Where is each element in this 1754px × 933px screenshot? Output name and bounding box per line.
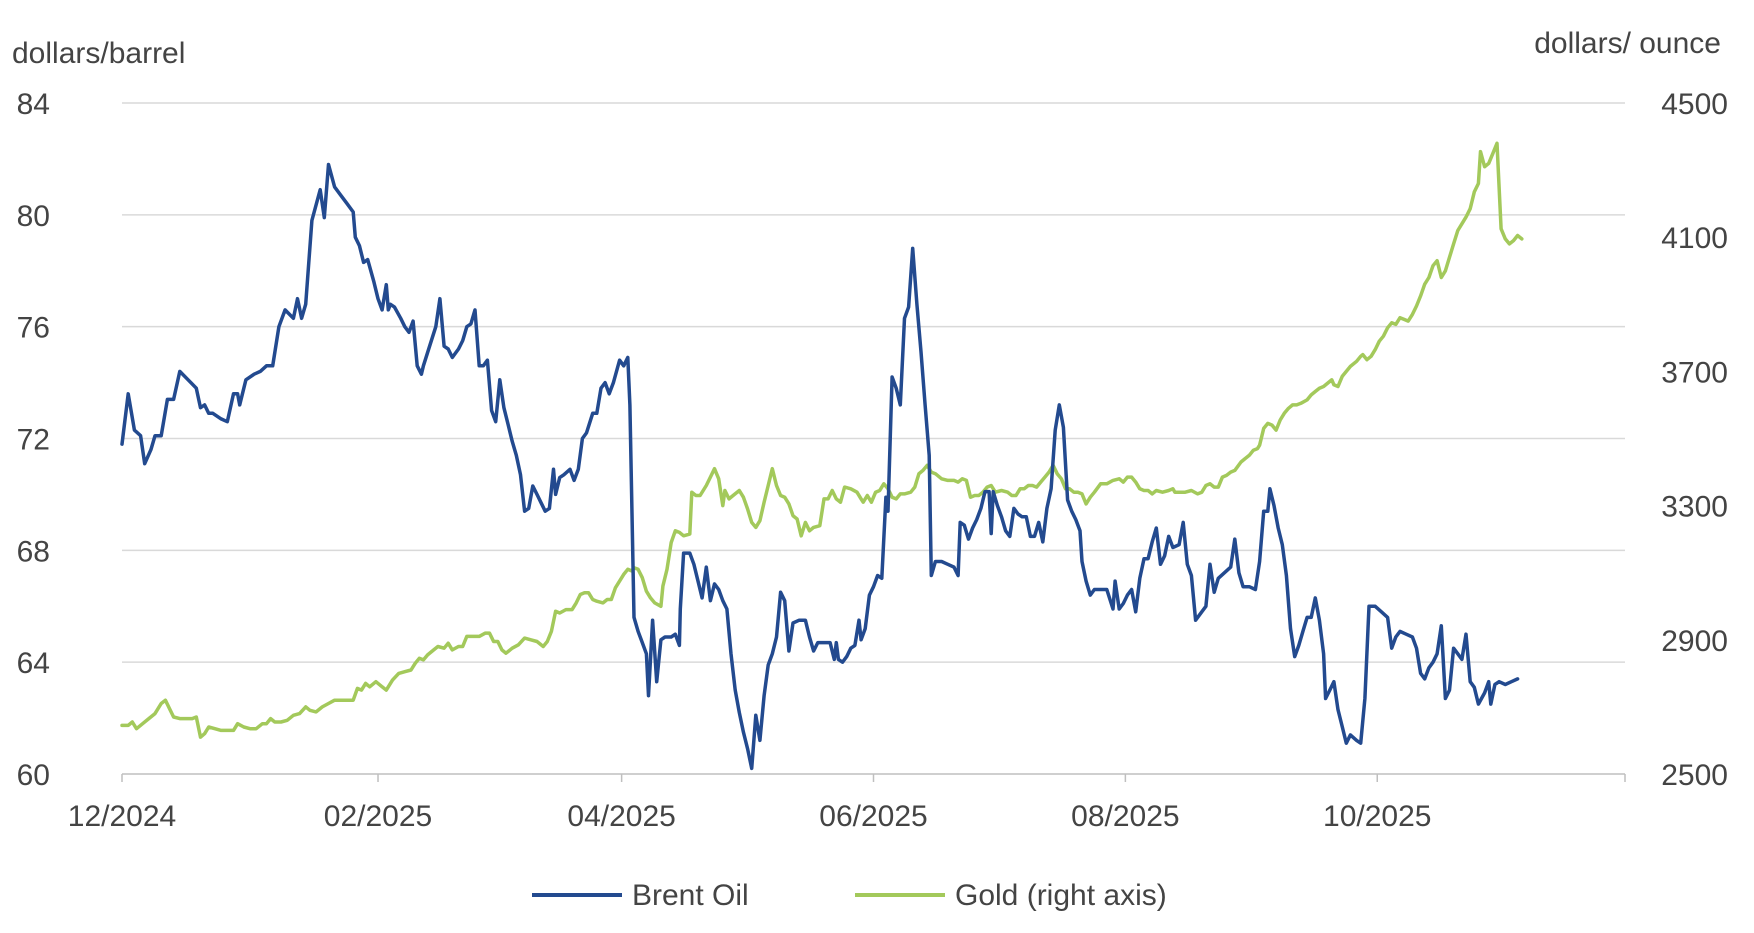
y-right-tick-label: 4500 bbox=[1661, 88, 1728, 121]
y-right-tick-labels: 4500 4100 3700 3300 2900 2500 bbox=[1661, 88, 1728, 792]
y-right-tick-label: 2900 bbox=[1661, 625, 1728, 658]
x-tick-label: 02/2025 bbox=[324, 800, 432, 833]
legend-gold-label: Gold (right axis) bbox=[955, 879, 1167, 912]
gridlines bbox=[122, 102, 1625, 663]
y-left-tick-label: 84 bbox=[17, 88, 50, 121]
y-right-tick-label: 4100 bbox=[1661, 222, 1728, 255]
axes bbox=[121, 773, 1626, 782]
y-left-tick-label: 64 bbox=[17, 647, 50, 680]
y-right-tick-label: 3700 bbox=[1661, 356, 1728, 389]
x-tick-label: 04/2025 bbox=[567, 800, 675, 833]
y-left-tick-label: 80 bbox=[17, 200, 50, 233]
x-tick-label: 10/2025 bbox=[1323, 800, 1431, 833]
y-left-tick-label: 76 bbox=[17, 312, 50, 345]
y-left-tick-label: 60 bbox=[17, 759, 50, 792]
y-left-axis-title: dollars/barrel bbox=[12, 37, 185, 70]
y-right-axis-title: dollars/ ounce bbox=[1534, 27, 1721, 60]
series-line-brent-oil bbox=[120, 162, 1520, 771]
series-line-gold bbox=[120, 141, 1524, 739]
x-tick-label: 12/2024 bbox=[68, 800, 176, 833]
y-right-tick-label: 2500 bbox=[1661, 759, 1728, 792]
legend: Brent Oil Gold (right axis) bbox=[532, 879, 1167, 912]
y-left-tick-labels: 84 80 76 72 68 64 60 bbox=[17, 88, 50, 792]
series-lines bbox=[120, 141, 1524, 771]
x-tick-label: 06/2025 bbox=[819, 800, 927, 833]
y-left-tick-label: 68 bbox=[17, 535, 50, 568]
x-tick-labels: 12/2024 02/2025 04/2025 06/2025 08/2025 10/20… bbox=[68, 800, 1432, 833]
x-tick-label: 08/2025 bbox=[1071, 800, 1179, 833]
legend-brent-oil-label: Brent Oil bbox=[632, 879, 749, 912]
y-left-tick-label: 72 bbox=[17, 424, 50, 457]
y-right-tick-label: 3300 bbox=[1661, 491, 1728, 524]
